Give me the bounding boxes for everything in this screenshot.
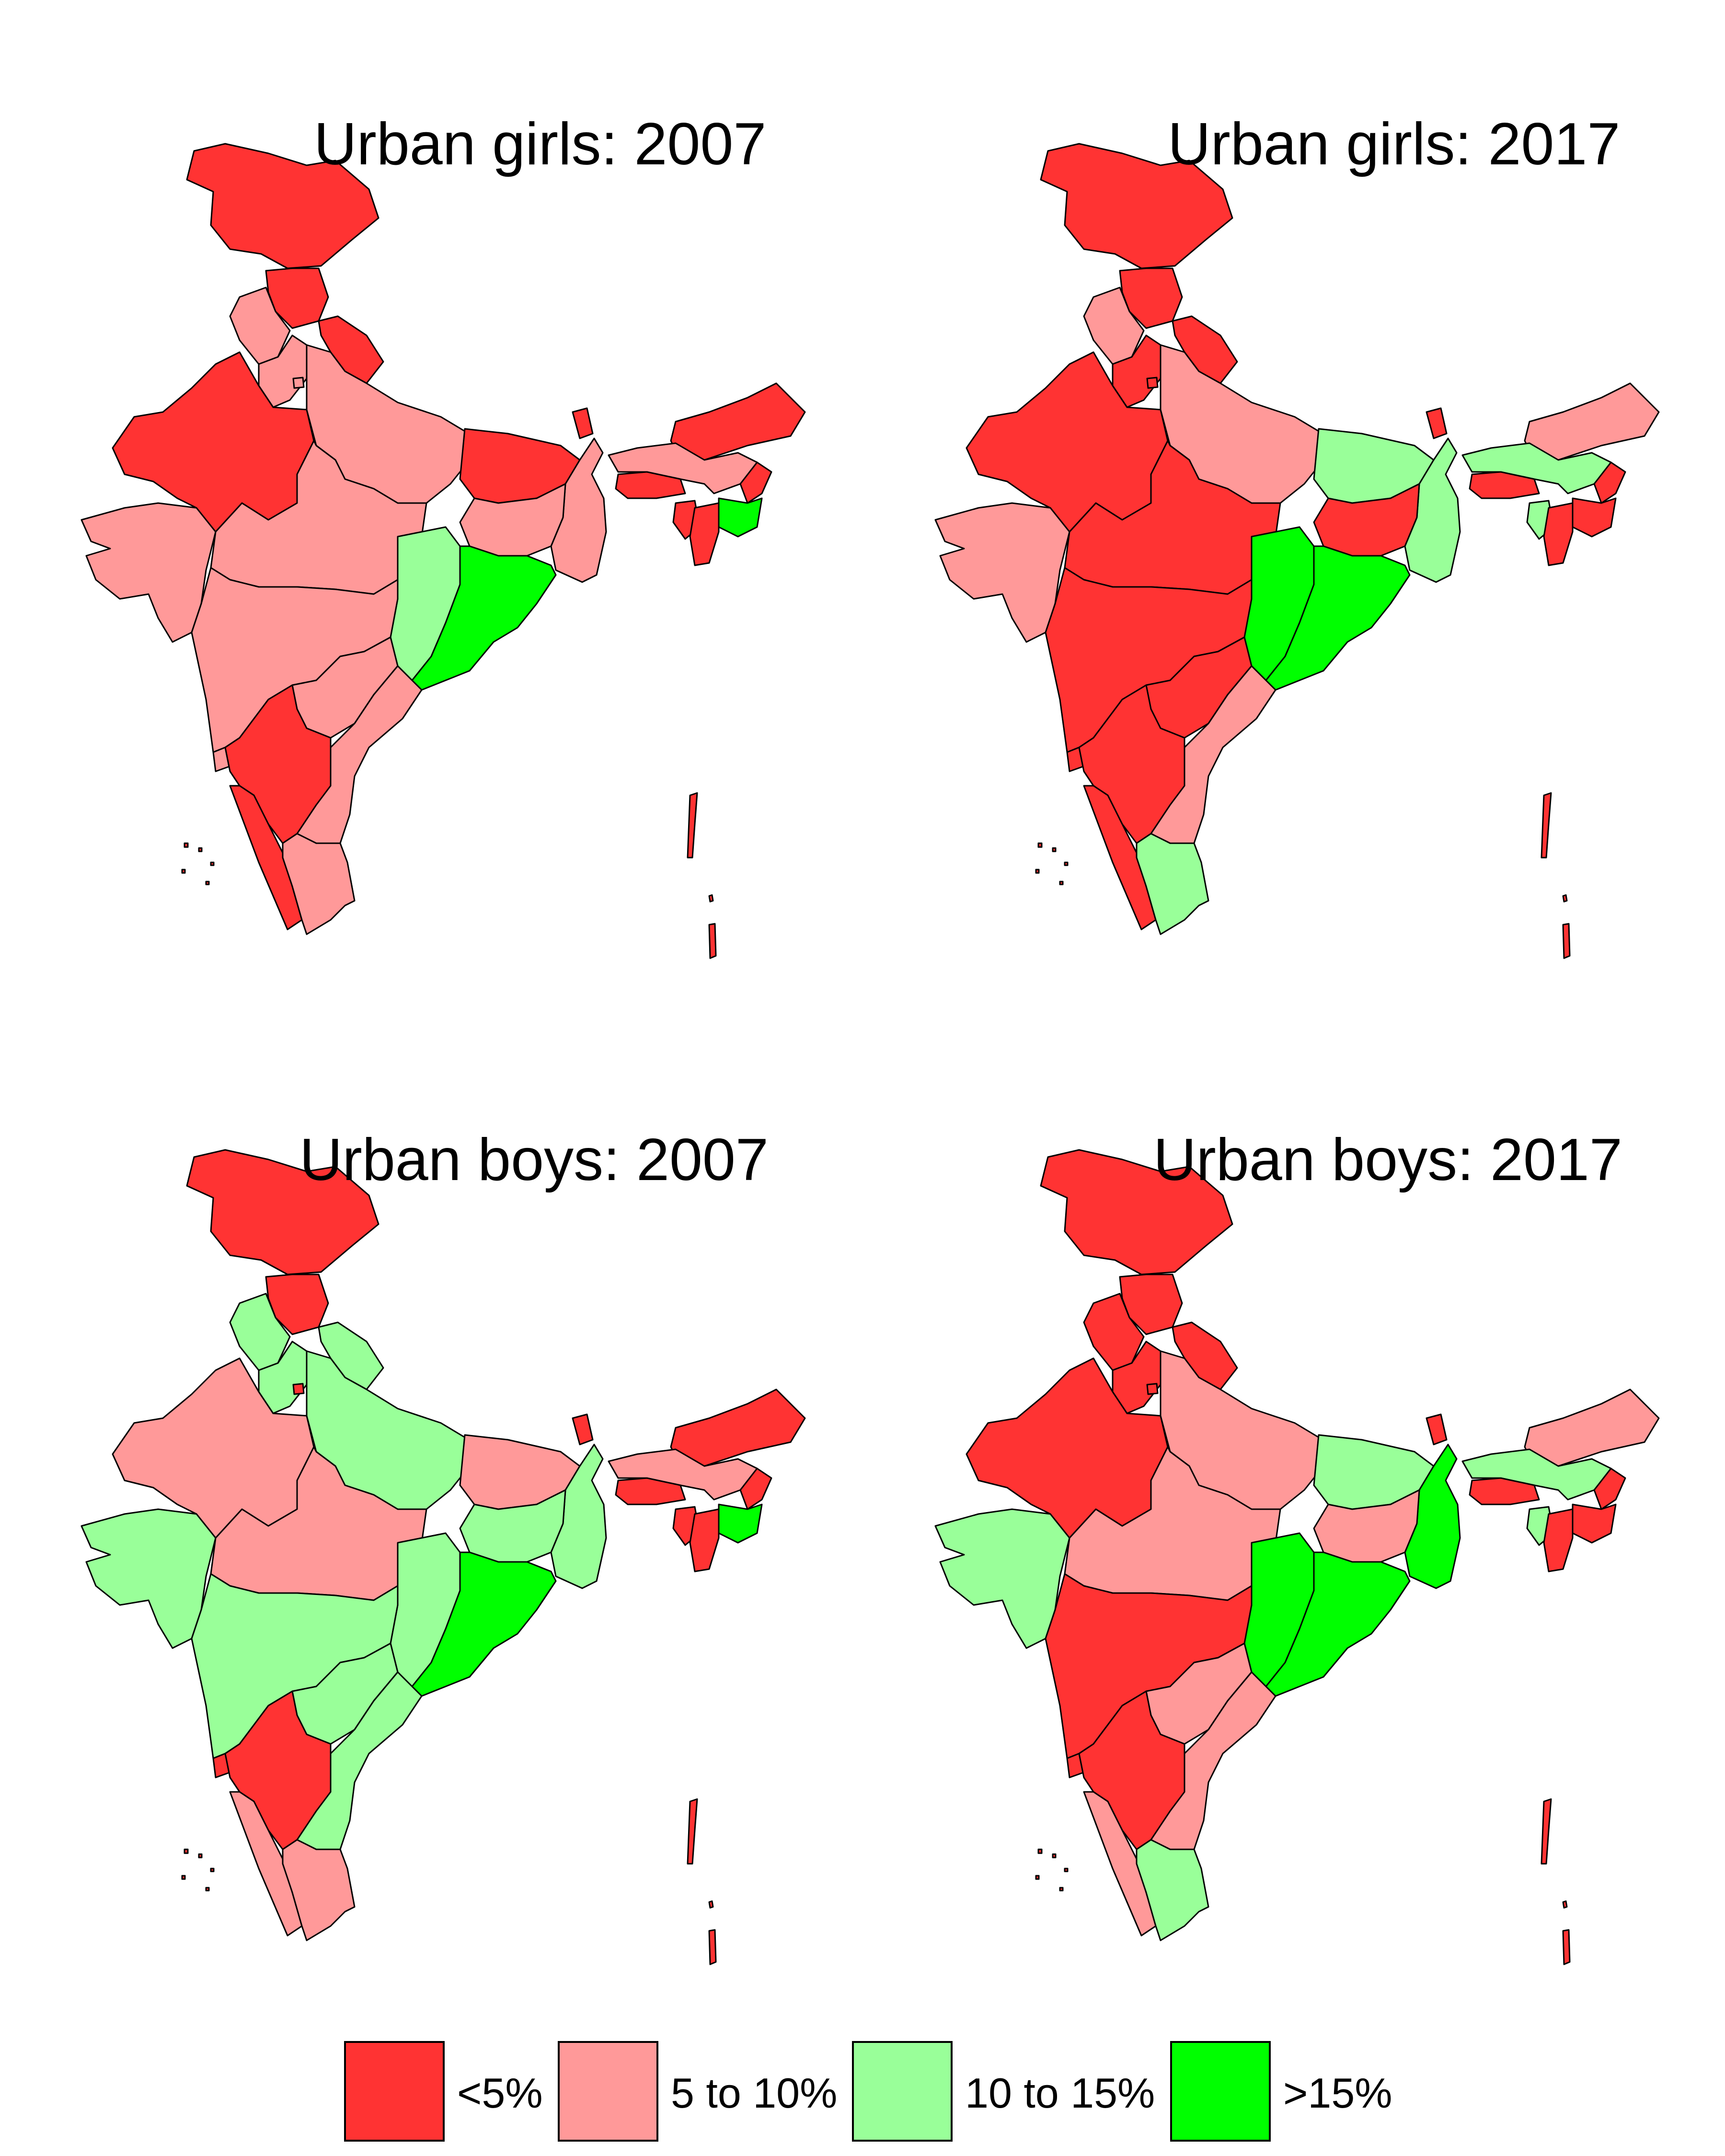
map-panel-urban-boys-2017: Urban boys: 2017 (854, 1006, 1716, 2012)
region-arunachal (670, 382, 806, 461)
india-map-urban-boys-2017 (934, 1149, 1660, 1965)
region-andaman (687, 1798, 717, 1965)
region-nagaland (739, 461, 772, 504)
region-kashmir (1040, 143, 1233, 269)
region-mizoram (1543, 1508, 1574, 1572)
region-kashmir (1040, 1149, 1233, 1275)
region-lakshadweep (181, 842, 215, 885)
legend-swatch-10to15 (852, 2041, 953, 2142)
region-nagaland (1593, 461, 1626, 504)
legend-label-5to10: 5 to 10% (671, 2069, 838, 2117)
region-tamil-nadu (282, 1839, 356, 1941)
region-meghalaya (1469, 471, 1540, 499)
region-arunachal (670, 1388, 806, 1467)
region-kashmir (186, 143, 380, 269)
region-odisha (411, 545, 557, 691)
region-manipur (1572, 1503, 1617, 1544)
map-panel-urban-boys-2007: Urban boys: 2007 (0, 1006, 862, 2012)
region-meghalaya (615, 471, 686, 499)
region-delhi (1146, 377, 1159, 389)
region-nagaland (739, 1468, 772, 1510)
region-tamil-nadu (282, 833, 356, 935)
panel-title: Urban boys: 2017 (1153, 1127, 1622, 1193)
legend-swatch-5to10 (558, 2041, 658, 2142)
region-tamil-nadu (1136, 833, 1209, 935)
region-meghalaya (615, 1477, 686, 1505)
region-andaman (1541, 792, 1571, 959)
panel-title: Urban boys: 2007 (299, 1127, 769, 1193)
region-sikkim (572, 407, 594, 439)
region-gujarat (934, 1508, 1070, 1649)
map-panel-urban-girls-2017: Urban girls: 2017 (854, 0, 1716, 1006)
panel-title: Urban girls: 2017 (1168, 111, 1621, 177)
region-arunachal (1524, 382, 1660, 461)
region-gujarat (80, 502, 217, 643)
region-sikkim (1426, 1413, 1448, 1445)
region-gujarat (934, 502, 1070, 643)
region-manipur (1572, 497, 1617, 538)
region-lakshadweep (181, 1848, 215, 1892)
region-mizoram (689, 1508, 720, 1572)
region-nagaland (1593, 1468, 1626, 1510)
india-map-urban-boys-2007 (80, 1149, 806, 1965)
region-jharkhand (459, 1489, 566, 1563)
legend-label-lt5: <5% (457, 2069, 543, 2117)
legend-label-10to15: 10 to 15% (965, 2069, 1155, 2117)
region-sikkim (572, 1413, 594, 1445)
region-gujarat (80, 1508, 217, 1649)
region-jharkhand (1313, 483, 1420, 557)
panel-title: Urban girls: 2007 (314, 111, 767, 177)
legend: <5% 5 to 10% 10 to 15% >15% (0, 2041, 1725, 2156)
region-tamil-nadu (1136, 1839, 1209, 1941)
region-sikkim (1426, 407, 1448, 439)
legend-label-gt15: >15% (1283, 2069, 1392, 2117)
region-lakshadweep (1035, 842, 1069, 885)
india-map-urban-girls-2017 (934, 143, 1660, 959)
region-manipur (718, 1503, 763, 1544)
region-jharkhand (459, 483, 566, 557)
region-mizoram (689, 502, 720, 566)
region-odisha (411, 1551, 557, 1697)
region-kashmir (186, 1149, 380, 1275)
region-delhi (292, 1383, 305, 1395)
region-jharkhand (1313, 1489, 1420, 1563)
map-panel-urban-girls-2007: Urban girls: 2007 (0, 0, 862, 1006)
region-odisha (1265, 545, 1411, 691)
region-delhi (1146, 1383, 1159, 1395)
region-delhi (292, 377, 305, 389)
region-lakshadweep (1035, 1848, 1069, 1892)
region-andaman (687, 792, 717, 959)
region-arunachal (1524, 1388, 1660, 1467)
india-map-urban-girls-2007 (80, 143, 806, 959)
region-manipur (718, 497, 763, 538)
region-andaman (1541, 1798, 1571, 1965)
region-mizoram (1543, 502, 1574, 566)
region-meghalaya (1469, 1477, 1540, 1505)
legend-swatch-gt15 (1170, 2041, 1271, 2142)
legend-swatch-lt5 (344, 2041, 445, 2142)
region-odisha (1265, 1551, 1411, 1697)
